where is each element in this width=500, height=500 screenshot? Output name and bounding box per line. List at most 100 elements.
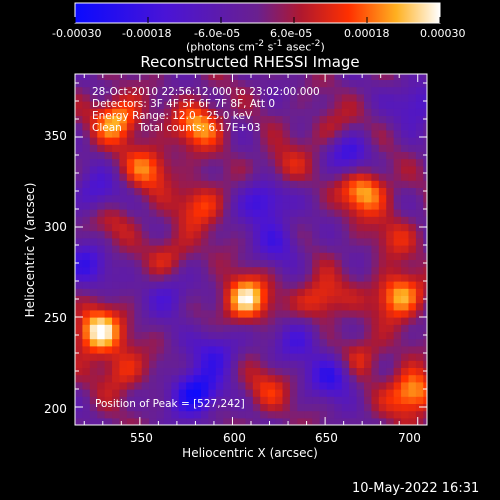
heatmap-cell — [371, 410, 380, 419]
heatmap-cell — [104, 115, 113, 124]
heatmap-cell — [208, 79, 217, 88]
heatmap-cell — [356, 223, 365, 232]
heatmap-cell — [208, 151, 217, 160]
heatmap-cell — [275, 79, 284, 88]
heatmap-cell — [393, 173, 402, 181]
heatmap-cell — [97, 389, 106, 397]
heatmap-cell — [208, 93, 217, 102]
heatmap-cell — [326, 187, 335, 196]
heatmap-cell — [275, 216, 284, 224]
heatmap-cell — [215, 410, 224, 419]
heatmap-cell — [215, 324, 224, 332]
heatmap-cell — [141, 360, 150, 368]
heatmap-cell — [386, 223, 395, 232]
heatmap-cell — [260, 74, 269, 80]
heatmap-cell — [304, 317, 313, 325]
heatmap-cell — [415, 86, 424, 95]
heatmap-cell — [289, 187, 298, 196]
heatmap-cell — [75, 288, 84, 296]
heatmap-cell — [326, 374, 335, 383]
heatmap-cell — [215, 266, 224, 275]
heatmap-cell — [75, 281, 84, 289]
heatmap-cell — [163, 259, 172, 268]
heatmap-cell — [245, 353, 254, 361]
heatmap-cell — [252, 74, 261, 80]
heatmap-cell — [260, 410, 269, 419]
heatmap-cell — [200, 74, 209, 80]
heatmap-cell — [238, 144, 247, 152]
heatmap-cell — [75, 331, 84, 340]
heatmap-cell — [134, 230, 143, 239]
heatmap-cell — [178, 367, 187, 376]
heatmap-cell — [341, 317, 350, 325]
heatmap-cell — [364, 367, 373, 376]
heatmap-cell — [104, 237, 113, 246]
heatmap-cell — [104, 403, 113, 412]
heatmap-cell — [200, 216, 209, 224]
heatmap-cell — [364, 194, 373, 203]
heatmap-cell — [104, 194, 113, 203]
heatmap-cell — [408, 165, 417, 174]
heatmap-cell — [289, 93, 298, 102]
heatmap-cell — [245, 273, 254, 282]
heatmap-cell — [341, 259, 350, 268]
heatmap-cell — [200, 396, 209, 404]
heatmap-cell — [393, 288, 402, 296]
heatmap-cell — [341, 273, 350, 282]
heatmap-cell — [334, 216, 343, 224]
heatmap-cell — [200, 403, 209, 412]
heatmap-cell — [260, 245, 269, 253]
heatmap-cell — [215, 230, 224, 239]
heatmap-cell — [297, 389, 306, 397]
heatmap-cell — [371, 309, 380, 318]
heatmap-cell — [312, 165, 321, 174]
heatmap-cell — [238, 151, 247, 160]
heatmap-cell — [223, 396, 232, 404]
heatmap-cell — [156, 288, 165, 296]
heatmap-cell — [112, 295, 121, 304]
heatmap-cell — [208, 389, 217, 397]
heatmap-cell — [319, 374, 328, 383]
heatmap-cell — [386, 93, 395, 102]
heatmap-cell — [341, 309, 350, 318]
heatmap-cell — [112, 101, 121, 109]
heatmap-cell — [297, 237, 306, 246]
heatmap-cell — [178, 187, 187, 196]
heatmap-cell — [178, 245, 187, 253]
heatmap-cell — [415, 187, 424, 196]
heatmap-cell — [215, 158, 224, 167]
heatmap-cell — [223, 381, 232, 390]
heatmap-cell — [364, 144, 373, 152]
heatmap-cell — [208, 216, 217, 224]
heatmap-cell — [119, 115, 128, 124]
heatmap-cell — [349, 137, 358, 145]
heatmap-cell — [326, 381, 335, 390]
heatmap-cell — [82, 86, 91, 95]
heatmap-cell — [267, 144, 276, 152]
heatmap-cell — [245, 302, 254, 311]
heatmap-cell — [126, 101, 135, 109]
heatmap-cell — [334, 367, 343, 376]
heatmap-cell — [319, 410, 328, 419]
heatmap-cell — [356, 137, 365, 145]
heatmap-cell — [349, 389, 358, 397]
heatmap-cell — [193, 237, 202, 246]
heatmap-cell — [415, 374, 424, 383]
heatmap-cell — [104, 252, 113, 260]
heatmap-cell — [312, 317, 321, 325]
heatmap-cell — [401, 374, 410, 383]
heatmap-cell — [326, 216, 335, 224]
heatmap-cell — [304, 144, 313, 152]
heatmap-cell — [415, 360, 424, 368]
heatmap-cell — [289, 158, 298, 167]
heatmap-cell — [112, 165, 121, 174]
heatmap-cell — [267, 237, 276, 246]
heatmap-cell — [312, 417, 321, 425]
heatmap-cell — [378, 115, 387, 124]
heatmap-cell — [200, 389, 209, 397]
heatmap-cell — [200, 173, 209, 181]
heatmap-cell — [134, 216, 143, 224]
heatmap-cell — [415, 151, 424, 160]
heatmap-cell — [275, 223, 284, 232]
